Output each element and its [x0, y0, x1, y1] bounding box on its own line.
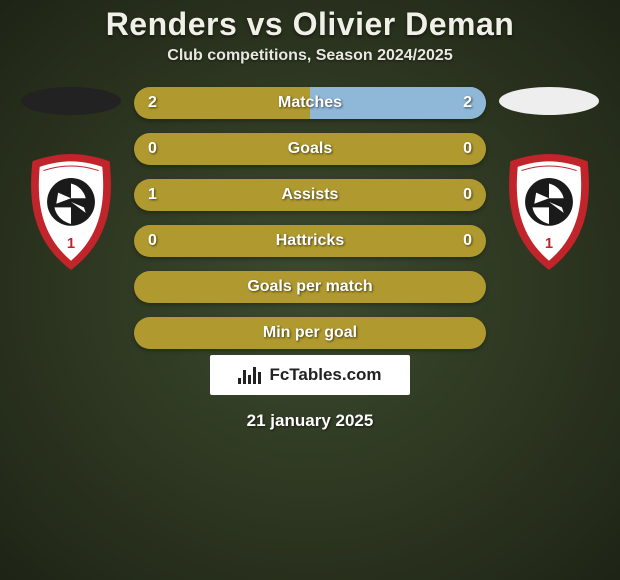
left-column: 1: [16, 87, 126, 273]
bars-icon: [238, 366, 261, 384]
left-club-badge: 1: [25, 151, 117, 273]
shield-icon: 1: [503, 151, 595, 273]
stat-row: 00Goals: [134, 133, 486, 165]
stat-label: Min per goal: [134, 324, 486, 342]
root: Renders vs Olivier Deman Club competitio…: [0, 0, 620, 580]
right-ellipse-icon: [499, 87, 599, 115]
stat-row: Min per goal: [134, 317, 486, 349]
stat-label: Hattricks: [134, 232, 486, 250]
content-row: 1 22Matches 00Goals 10Assists 00Hattricks Go…: [0, 87, 620, 349]
stat-label: Goals: [134, 140, 486, 158]
shield-icon: 1: [25, 151, 117, 273]
fctables-badge: FcTables.com: [210, 355, 409, 395]
right-column: 1: [494, 87, 604, 273]
left-ellipse-icon: [21, 87, 121, 115]
date-label: 21 january 2025: [247, 411, 374, 431]
stat-row: 10Assists: [134, 179, 486, 211]
stat-row: 22Matches: [134, 87, 486, 119]
stat-label: Matches: [134, 94, 486, 112]
subtitle: Club competitions, Season 2024/2025: [167, 47, 452, 65]
stat-row: 00Hattricks: [134, 225, 486, 257]
svg-text:1: 1: [67, 236, 75, 252]
stat-row: Goals per match: [134, 271, 486, 303]
stats-panel: 22Matches 00Goals 10Assists 00Hattricks Goal…: [134, 87, 486, 349]
stat-label: Assists: [134, 186, 486, 204]
stat-label: Goals per match: [134, 278, 486, 296]
right-club-badge: 1: [503, 151, 595, 273]
svg-text:1: 1: [545, 236, 553, 252]
fctables-label: FcTables.com: [269, 365, 381, 385]
page-title: Renders vs Olivier Deman: [106, 6, 515, 43]
